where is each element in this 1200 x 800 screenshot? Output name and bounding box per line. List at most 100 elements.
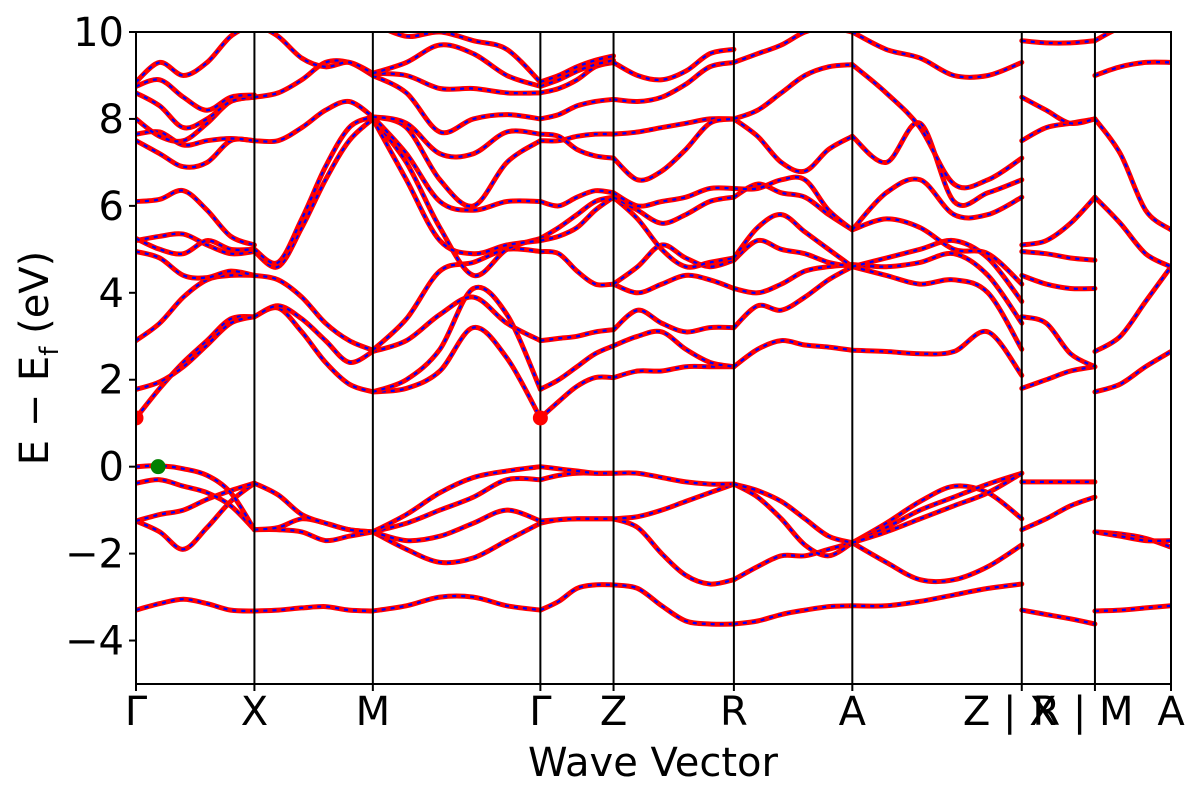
- band-line-spin-down: [1021, 39, 1096, 45]
- x-tick-label: X: [241, 689, 268, 735]
- band-line-spin-down: [852, 330, 1023, 377]
- band-line-spin-down: [733, 182, 853, 231]
- x-tick-label: Γ: [125, 689, 148, 735]
- x-tick-label: Γ: [529, 689, 552, 735]
- x-tick-label: Z | X: [963, 689, 1057, 735]
- band-line-spin-down: [733, 541, 853, 581]
- band-edge-markers: [136, 410, 548, 475]
- y-axis-ticks: −4 −2 0 2 4 6 8 10: [65, 10, 136, 665]
- x-tick-label: M: [356, 689, 391, 735]
- band-line-spin-down: [733, 213, 853, 268]
- band-line-spin-up: [385, 32, 543, 85]
- band-line-spin-down: [540, 59, 614, 88]
- band-line-spin-up: [611, 516, 737, 587]
- band-line-spin-down: [540, 196, 615, 242]
- y-tick-label: −4: [65, 619, 124, 665]
- band-line-spin-down: [253, 118, 374, 269]
- band-line-spin-up: [1019, 194, 1098, 248]
- band-line-spin-down: [540, 61, 614, 94]
- x-axis-ticks: Γ X M Γ Z R A Z | XR | M A: [125, 684, 1185, 735]
- band-line-spin-down: [851, 472, 1023, 544]
- band-line-spin-down: [372, 43, 541, 88]
- band-line-spin-up: [370, 325, 543, 421]
- band-line-spin-down: [372, 115, 541, 208]
- band-line-spin-down: [1094, 32, 1114, 42]
- y-axis-label-main: E − E: [12, 356, 58, 466]
- band-line-spin-down: [612, 186, 734, 208]
- band-line-spin-up: [370, 593, 543, 614]
- band-line-spin-up: [370, 116, 543, 279]
- band-line-spin-up: [537, 249, 616, 288]
- band-line-spin-down: [852, 252, 1023, 324]
- band-line-spin-down: [372, 326, 542, 419]
- band-line-spin-down: [612, 196, 735, 269]
- band-line-spin-down: [613, 583, 734, 626]
- band-line-spin-down: [136, 598, 255, 613]
- band-line-spin-down: [253, 482, 373, 533]
- band-line-spin-down: [540, 189, 614, 208]
- band-line-spin-down: [852, 582, 1022, 608]
- band-line-spin-up: [611, 481, 737, 522]
- y-tick-label: 2: [99, 358, 124, 404]
- band-line-spin-up: [136, 90, 257, 131]
- band-line-spin-up: [251, 305, 376, 395]
- y-axis-label: E − Ef (eV): [12, 251, 65, 466]
- band-line-spin-down: [540, 328, 614, 342]
- high-symmetry-lines: [253, 32, 1096, 684]
- band-line-spin-down: [1021, 96, 1096, 125]
- band-line-spin-down: [136, 137, 255, 169]
- band-line-spin-up: [849, 32, 1025, 80]
- band-line-spin-down: [136, 78, 255, 112]
- band-line-spin-down: [372, 594, 541, 613]
- band-line-spin-down: [372, 522, 541, 564]
- band-line-spin-up: [251, 303, 376, 365]
- band-line-spin-down: [540, 98, 614, 120]
- y-tick-label: −2: [65, 532, 124, 578]
- band-line-spin-down: [540, 132, 614, 143]
- bands-layer: [136, 32, 1171, 627]
- band-line-spin-down: [1021, 196, 1096, 247]
- band-line-spin-up: [251, 114, 376, 266]
- band-line-spin-up: [136, 463, 257, 533]
- band-line-spin-down: [733, 265, 853, 329]
- band-line-spin-down: [1021, 496, 1096, 531]
- band-line-spin-down: [851, 472, 1023, 544]
- band-line-spin-up: [731, 62, 855, 122]
- x-tick-label: R: [720, 689, 748, 735]
- x-tick-label: A: [839, 689, 867, 735]
- band-line-spin-down: [613, 365, 734, 379]
- band-line-spin-down: [269, 32, 374, 75]
- band-line-spin-up: [611, 59, 737, 105]
- band-line-spin-down: [540, 54, 614, 84]
- band-line-spin-up: [849, 62, 1025, 191]
- band-line-spin-down: [1094, 118, 1171, 231]
- y-tick-label: 4: [99, 271, 124, 317]
- band-line-spin-down: [733, 32, 853, 64]
- band-line-spin-down: [136, 315, 255, 419]
- band-line-spin-down: [136, 232, 255, 256]
- band-line-spin-down: [372, 74, 541, 134]
- band-line-spin-up: [370, 507, 543, 544]
- band-line-spin-down: [613, 61, 735, 103]
- band-line-spin-down: [733, 483, 853, 544]
- band-line-spin-down: [371, 116, 541, 212]
- band-line-spin-down: [540, 465, 614, 475]
- band-line-spin-down: [136, 237, 255, 256]
- band-line-spin-down: [254, 100, 374, 143]
- band-line-spin-up: [266, 32, 376, 76]
- band-line-spin-down: [613, 483, 735, 520]
- band-line-spin-up: [370, 42, 543, 89]
- band-line-spin-down: [1021, 315, 1096, 368]
- y-tick-label: 6: [99, 184, 124, 230]
- band-line-spin-down: [612, 243, 735, 285]
- band-line-spin-down: [253, 115, 374, 265]
- band-line-spin-up: [251, 272, 376, 353]
- band-line-spin-up: [1092, 194, 1171, 270]
- band-line-spin-up: [849, 540, 1025, 585]
- band-line-spin-down: [851, 217, 1023, 285]
- band-line-spin-up: [611, 582, 737, 627]
- band-line-spin-down: [254, 59, 374, 99]
- band-line-spin-up: [731, 338, 855, 370]
- band-line-spin-down: [1021, 609, 1096, 626]
